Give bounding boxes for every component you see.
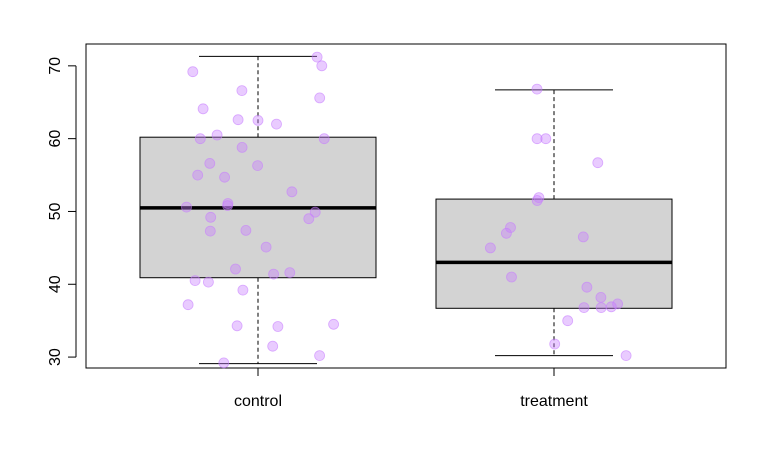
data-point	[222, 200, 234, 212]
data-point	[309, 206, 321, 218]
data-point	[595, 291, 607, 303]
data-point	[505, 222, 516, 233]
data-point	[236, 85, 248, 96]
data-point	[533, 192, 545, 204]
data-point	[284, 267, 296, 279]
data-point	[562, 315, 574, 327]
data-point	[286, 186, 298, 198]
data-point	[605, 301, 617, 313]
data-point	[549, 338, 561, 350]
data-point	[328, 318, 340, 330]
data-point	[311, 51, 323, 63]
x-axis: control treatment	[234, 367, 588, 410]
data-point	[189, 275, 201, 287]
data-point	[271, 118, 282, 130]
data-point	[318, 133, 330, 145]
data-point	[240, 224, 252, 236]
data-point	[192, 169, 204, 181]
x-tick-label-treatment: treatment	[520, 393, 588, 410]
y-tick-label: 50	[47, 202, 64, 220]
data-point	[484, 242, 496, 254]
data-point	[620, 350, 632, 362]
data-point	[500, 227, 512, 239]
points-control	[181, 51, 340, 369]
y-tick-label: 30	[47, 348, 64, 366]
data-point	[577, 231, 589, 243]
data-point	[204, 225, 216, 237]
x-tick-label-control: control	[234, 393, 282, 410]
y-tick-label: 60	[47, 130, 64, 148]
data-point	[187, 66, 199, 78]
data-point	[230, 263, 241, 275]
data-point	[182, 299, 194, 311]
data-point	[260, 241, 272, 253]
data-point	[232, 114, 244, 126]
data-point	[181, 201, 192, 213]
data-point	[205, 211, 217, 223]
box-control	[139, 55, 377, 365]
data-point	[314, 92, 326, 104]
data-point	[237, 284, 249, 296]
points-treatment	[484, 83, 632, 362]
data-point	[316, 60, 328, 72]
data-point	[506, 271, 517, 283]
box-treatment	[435, 89, 673, 357]
data-point	[236, 141, 248, 153]
data-point	[531, 195, 543, 206]
data-point	[267, 340, 279, 352]
data-point	[204, 157, 216, 169]
data-point	[303, 213, 315, 225]
data-point	[531, 83, 543, 95]
data-point	[268, 268, 280, 280]
iqr-box	[435, 198, 673, 309]
data-points	[181, 51, 632, 369]
y-axis: 30 40 50 60 70	[47, 57, 77, 366]
data-point	[231, 320, 243, 332]
data-point	[211, 129, 223, 141]
data-point	[578, 302, 590, 314]
data-point	[194, 133, 206, 145]
data-point	[202, 276, 214, 288]
data-point	[314, 350, 326, 362]
data-point	[252, 160, 264, 172]
data-point	[612, 298, 623, 310]
data-point	[252, 115, 264, 126]
data-point	[219, 171, 231, 183]
data-point	[581, 281, 593, 293]
data-point	[595, 302, 607, 314]
data-point	[592, 157, 604, 169]
data-point	[272, 321, 284, 332]
data-point	[531, 133, 543, 145]
data-point	[540, 133, 552, 145]
y-tick-label: 70	[47, 57, 64, 75]
data-point	[218, 357, 230, 369]
data-point	[197, 103, 209, 115]
boxes	[139, 55, 673, 365]
y-tick-label: 40	[47, 275, 64, 293]
